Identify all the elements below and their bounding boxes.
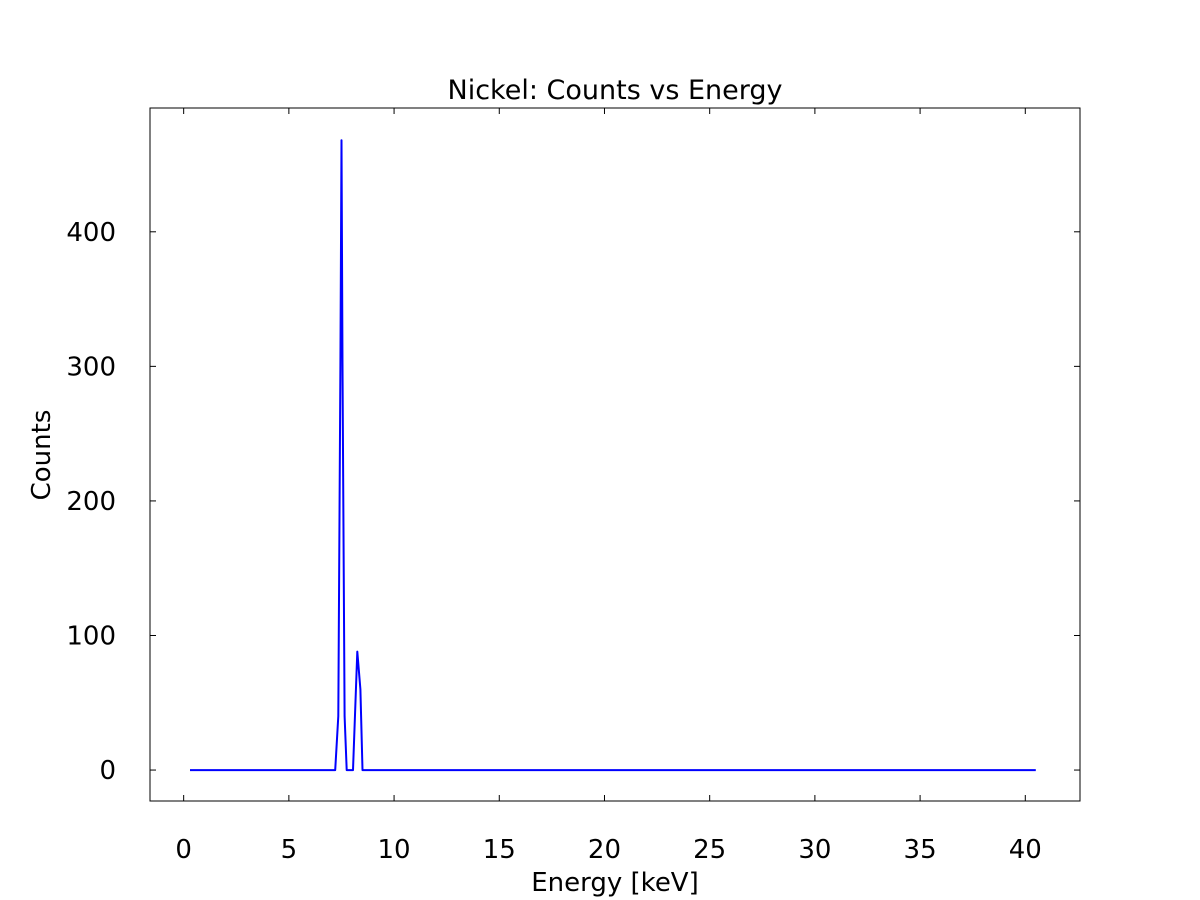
y-axis: 0 100 200 300 400	[66, 218, 1080, 786]
y-tick-label: 400	[66, 218, 116, 248]
x-tick-label: 5	[281, 835, 298, 865]
x-tick-label: 10	[378, 835, 411, 865]
x-tick-label: 15	[483, 835, 516, 865]
x-tick-label: 20	[588, 835, 621, 865]
y-axis-label: Counts	[27, 410, 57, 501]
series-group	[190, 139, 1036, 772]
x-tick-label: 0	[175, 835, 192, 865]
chart-title: Nickel: Counts vs Energy	[448, 75, 783, 106]
x-axis: 0 5 10 15 20 25 30 35 40	[175, 108, 1042, 865]
x-tick-label: 25	[693, 835, 726, 865]
y-tick-label: 0	[99, 756, 116, 786]
y-tick-label: 100	[66, 621, 116, 651]
x-tick-label: 35	[904, 835, 937, 865]
x-tick-label: 40	[1009, 835, 1042, 865]
x-axis-label: Energy [keV]	[531, 868, 699, 898]
x-tick-label: 30	[798, 835, 831, 865]
y-tick-label: 300	[66, 352, 116, 382]
plot-area-frame	[149, 107, 1081, 802]
counts-series-line	[190, 139, 1036, 772]
y-tick-label: 200	[66, 487, 116, 517]
